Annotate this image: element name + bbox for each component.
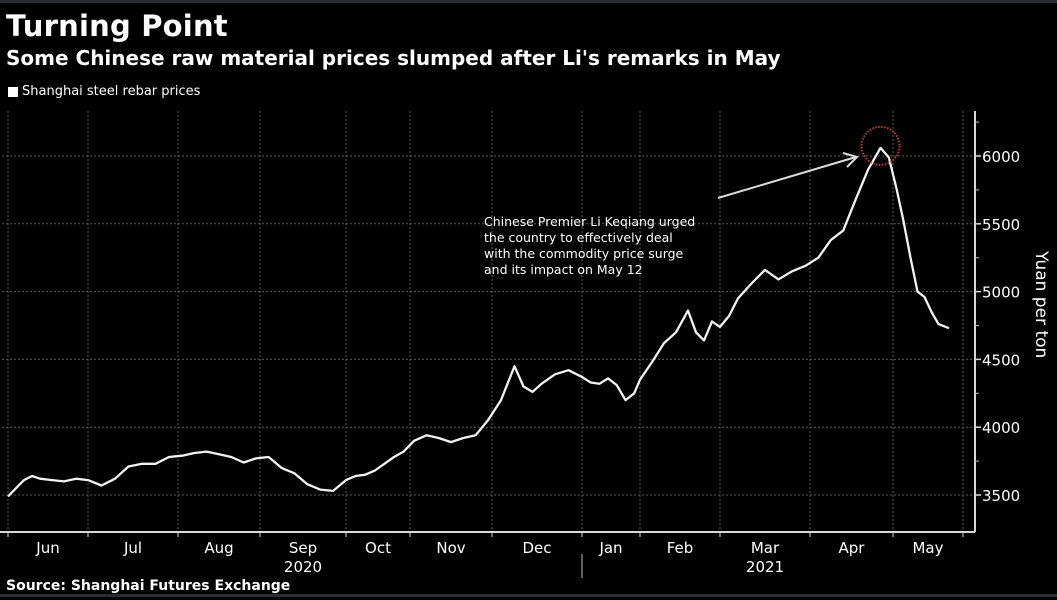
annotation-arrow <box>717 152 859 199</box>
x-tick-label: Dec <box>522 539 551 557</box>
chart-svg: Jun Jul Aug Sep Oct Nov Dec Jan Feb Mar Apr May 2020… <box>0 111 1051 578</box>
gridlines <box>2 111 975 532</box>
peak-highlight-circle <box>860 125 901 166</box>
annotation-line: with the commodity price surge <box>484 246 684 261</box>
source-note: Source: Shanghai Futures Exchange <box>6 578 291 594</box>
y-axis-ticks: 3500 4000 4500 5000 5500 6000 <box>975 121 1020 505</box>
x-tick-label: Aug <box>204 539 233 557</box>
y-tick-label: 4000 <box>982 419 1020 437</box>
annotation-line: Chinese Premier Li Keqiang urged <box>484 214 696 229</box>
x-tick-label: May <box>912 539 943 557</box>
x-tick-label: Nov <box>436 539 465 557</box>
arrow-shaft <box>717 156 857 199</box>
x-tick-label: Feb <box>667 539 694 557</box>
x-tick-label: Jun <box>35 539 59 557</box>
y-tick-label: 3500 <box>982 487 1020 505</box>
annotation-line: the country to effectively deal <box>484 230 673 245</box>
x-tick-label: Jan <box>598 539 622 557</box>
y-tick-label: 5500 <box>982 216 1020 234</box>
arrow-head-icon <box>842 152 859 168</box>
annotation-text: Chinese Premier Li Keqiang urged the cou… <box>484 214 744 278</box>
axes <box>0 111 976 533</box>
legend-label: Shanghai steel rebar prices <box>22 84 201 99</box>
legend: Shanghai steel rebar prices <box>8 84 200 99</box>
x-year-label: 2021 <box>746 558 784 576</box>
y-tick-label: 4500 <box>982 351 1020 369</box>
x-tick-label: Apr <box>839 539 866 557</box>
annotation-line: and its impact on May 12 <box>484 262 643 277</box>
bottom-border <box>0 594 1057 597</box>
chart-subtitle: Some Chinese raw material prices slumped… <box>6 46 781 70</box>
chart-title: Turning Point <box>6 9 228 43</box>
y-tick-label: 6000 <box>982 148 1020 166</box>
x-tick-label: Mar <box>751 539 780 557</box>
x-tick-label: Jul <box>123 539 142 557</box>
y-axis-label: Yuan per ton <box>1031 250 1051 358</box>
x-tick-label: Sep <box>289 539 317 557</box>
legend-swatch-icon <box>8 86 18 97</box>
x-tick-label: Oct <box>365 539 391 557</box>
x-axis-ticks: Jun Jul Aug Sep Oct Nov Dec Jan Feb Mar Apr May 2020… <box>7 532 964 578</box>
series-line-rebar <box>7 146 950 498</box>
x-year-label: 2020 <box>284 558 322 576</box>
y-tick-label: 5000 <box>982 284 1020 302</box>
